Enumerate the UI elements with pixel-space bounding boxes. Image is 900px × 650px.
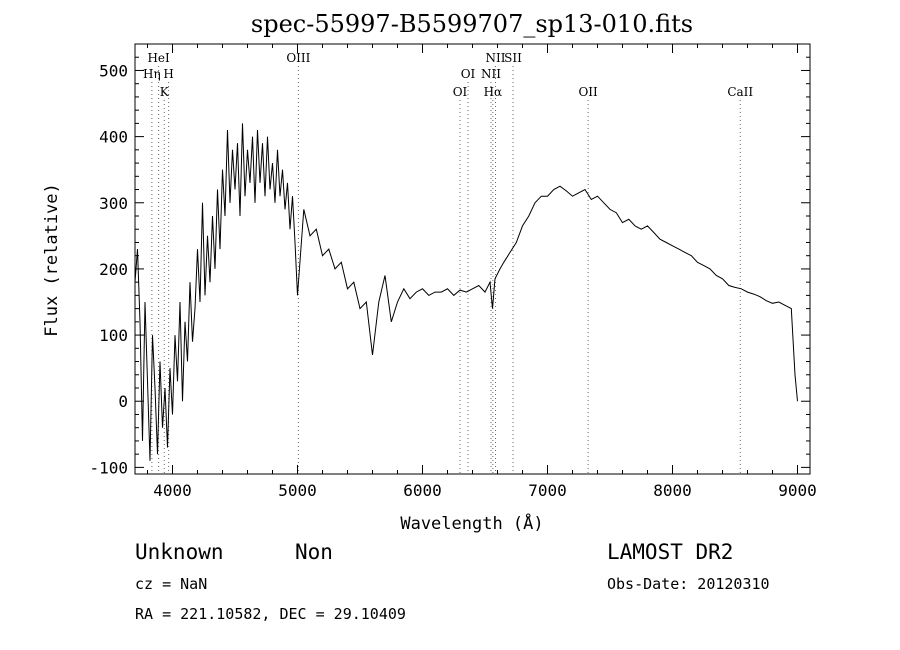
emission-line-label: K <box>160 85 170 99</box>
emission-line-label: Hη <box>143 67 161 81</box>
emission-line-label: OI <box>461 67 476 81</box>
emission-line-label: OI <box>453 85 468 99</box>
emission-line-label: SII <box>504 51 522 65</box>
coordinates: RA = 221.10582, DEC = 29.10409 <box>135 605 406 623</box>
redshift-cz: cz = NaN <box>135 575 207 593</box>
observation-date: Obs-Date: 20120310 <box>607 575 770 593</box>
emission-line-label: Hα <box>484 85 503 99</box>
emission-line-label: NII <box>486 51 506 65</box>
y-tick-label: 500 <box>99 61 128 80</box>
object-subclass: Non <box>295 540 333 564</box>
y-tick-label: 200 <box>99 260 128 279</box>
y-tick-label: 300 <box>99 194 128 213</box>
x-tick-label: 6000 <box>403 481 442 500</box>
x-axis-label: Wavelength (Å) <box>400 512 543 534</box>
x-tick-label: 9000 <box>778 481 817 500</box>
emission-line-label: OII <box>578 85 598 99</box>
emission-line-label: HeI <box>147 51 170 65</box>
object-class: Unknown <box>135 540 224 564</box>
y-axis-label: Flux (relative) <box>42 183 62 337</box>
spectrum-series-line <box>134 123 798 461</box>
survey-name: LAMOST DR2 <box>607 540 733 564</box>
emission-line-label: H <box>163 67 173 81</box>
emission-line-label: NII <box>481 67 501 81</box>
x-tick-label: 5000 <box>278 481 317 500</box>
y-tick-label: 0 <box>118 392 128 411</box>
y-tick-label: -100 <box>89 458 128 477</box>
emission-line-label: CaII <box>727 85 753 99</box>
x-tick-label: 4000 <box>153 481 192 500</box>
x-tick-label: 8000 <box>653 481 692 500</box>
y-tick-label: 100 <box>99 326 128 345</box>
chart-title: spec-55997-B5599707_sp13-010.fits <box>251 10 693 38</box>
axis-ticks: 4000 5000 6000 7000 8000 9000 -100 0 100 200 300 40… <box>89 43 817 500</box>
emission-line-label: OIII <box>286 51 310 65</box>
plot-frame <box>134 43 811 475</box>
x-tick-label: 7000 <box>528 481 567 500</box>
y-tick-label: 400 <box>99 128 128 147</box>
